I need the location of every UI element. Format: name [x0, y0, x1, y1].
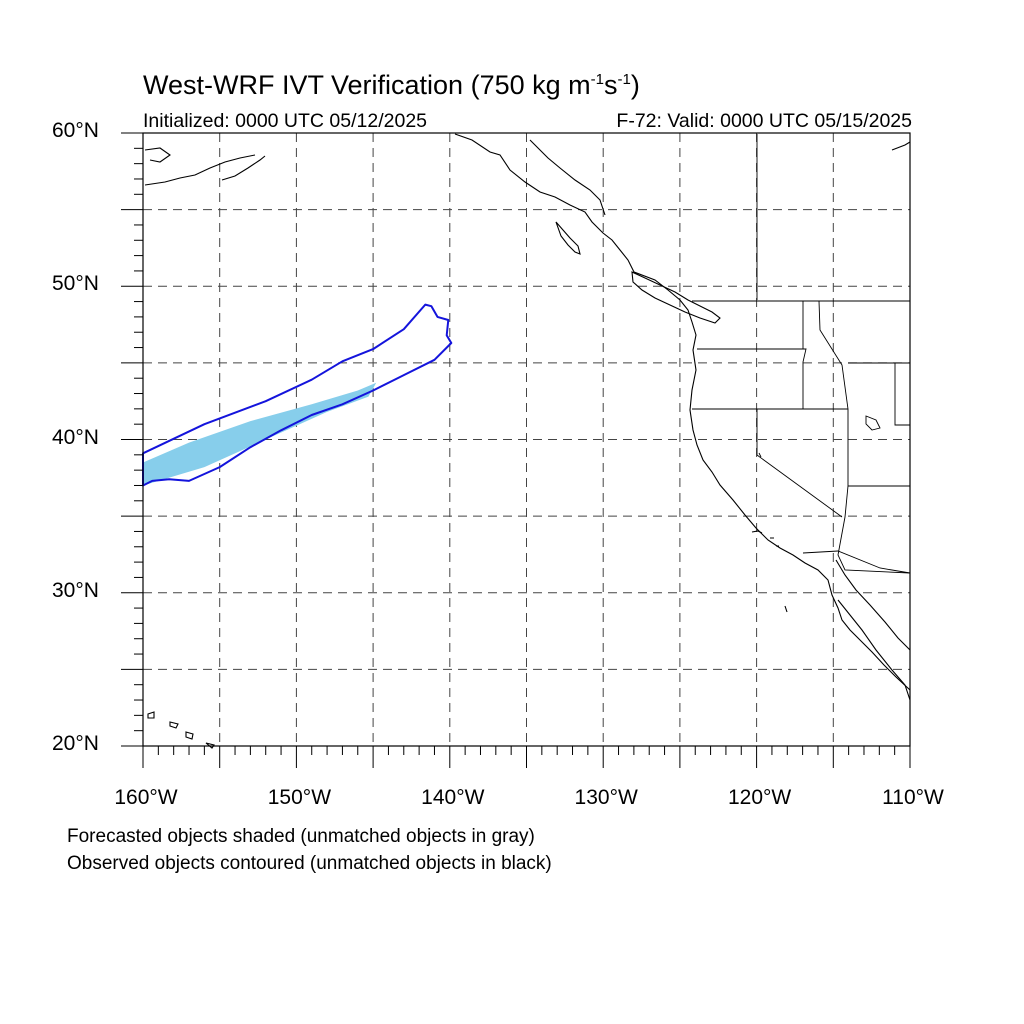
- observed-object-contour: [142, 303, 453, 487]
- island-vancouver: [631, 271, 721, 324]
- coastline-alaska-sw: [144, 147, 256, 186]
- border-montana-wyoming: [848, 362, 910, 426]
- lon-label: 140°W: [421, 786, 485, 809]
- lat-label: 40°N: [52, 425, 99, 449]
- lat-label: 50°N: [52, 272, 99, 296]
- lon-label: 120°W: [727, 786, 792, 809]
- valid-time-label: F-72: Valid: 0000 UTC 05/15/2025: [616, 110, 912, 132]
- border-california-nevada: [756, 409, 843, 518]
- political-borders: [692, 134, 911, 574]
- coastline-hudson-edge: [891, 141, 911, 151]
- coastlines: [144, 133, 911, 749]
- note-forecast-shaded: Forecasted objects shaded (unmatched obj…: [67, 826, 535, 847]
- border-nevada-utah: [847, 409, 910, 487]
- islands-channel: [751, 530, 779, 547]
- border-arizona: [837, 485, 911, 574]
- lat-label: 30°N: [52, 578, 99, 602]
- lat-label: 60°N: [52, 119, 99, 142]
- forecast-object-shaded: [143, 382, 377, 486]
- island-haida-gwaii: [555, 221, 581, 255]
- border-idaho-montana: [818, 300, 849, 410]
- coastline-mexico-mainland: [837, 599, 911, 701]
- lake-great-salt: [865, 415, 881, 431]
- lon-label: 110°W: [882, 786, 944, 809]
- coastline-baja-gulf: [835, 559, 911, 651]
- islands-kodiak: [221, 155, 266, 181]
- note-observed-contoured: Observed objects contoured (unmatched ob…: [67, 853, 552, 874]
- lake-tahoe: [758, 452, 762, 458]
- lon-label: 150°W: [267, 786, 332, 809]
- island-guadalupe: [784, 605, 788, 613]
- lon-label: 130°W: [574, 786, 638, 809]
- islands-hawaii: [147, 711, 215, 749]
- lat-label: 20°N: [52, 732, 99, 755]
- lon-label: 160°W: [114, 786, 178, 809]
- chart-title: West-WRF IVT Verification (750 kg m-1s-1…: [143, 70, 640, 100]
- coastline-alaska-panhandle: [529, 139, 606, 216]
- border-us-mexico: [802, 550, 911, 574]
- coastline-north-america: [454, 133, 911, 691]
- initialized-label: Initialized: 0000 UTC 05/12/2025: [143, 110, 428, 132]
- border-oregon-washington: [697, 348, 807, 409]
